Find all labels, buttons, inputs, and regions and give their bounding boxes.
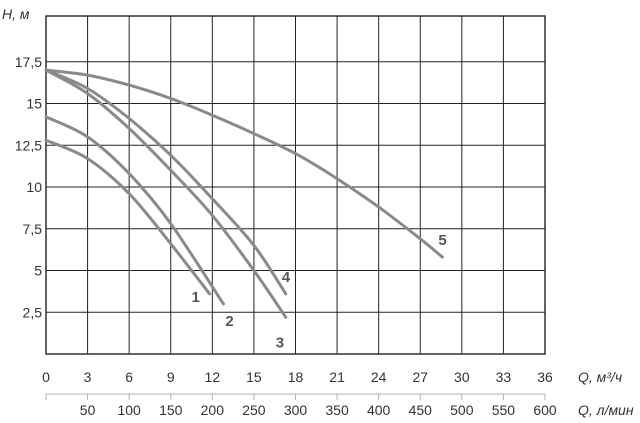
curve-4: [44, 68, 288, 296]
curve-label-4: 4: [282, 269, 291, 286]
y-tick-label: 7,5: [23, 221, 43, 237]
curve-label-5: 5: [438, 232, 446, 249]
y-axis-label: H, м: [2, 6, 30, 22]
x-tick-label: 15: [246, 369, 262, 385]
x2-tick-label: 500: [450, 402, 474, 418]
curve-label-2: 2: [225, 313, 233, 330]
x2-tick-label: 350: [325, 402, 349, 418]
y-tick-label: 2,5: [23, 304, 43, 320]
x2-axis-label: Q, л/мин: [578, 402, 634, 418]
y-tick-label: 12,5: [15, 137, 42, 153]
curve-label-3: 3: [276, 334, 284, 351]
x-tick-label: 0: [42, 369, 50, 385]
curve-2: [44, 115, 225, 306]
x2-tick-label: 50: [80, 402, 96, 418]
x2-tick-label: 250: [242, 402, 266, 418]
curves: [44, 68, 444, 319]
curve-5: [44, 68, 444, 259]
x-axis-label: Q, м³/ч: [578, 369, 622, 385]
curve-label-1: 1: [192, 289, 200, 306]
curve-1: [44, 138, 212, 296]
x2-tick-label: 400: [367, 402, 391, 418]
y-tick-label: 17,5: [15, 54, 42, 70]
x-tick-label: 36: [537, 369, 553, 385]
y-tick-label: 5: [34, 263, 42, 279]
x2-tick-label: 150: [159, 402, 183, 418]
x2-tick-label: 100: [117, 402, 141, 418]
x-tick-label: 3: [84, 369, 92, 385]
x-tick-label: 27: [412, 369, 428, 385]
x2-tick-label: 550: [492, 402, 516, 418]
grid: [45, 15, 546, 400]
x-tick-label: 9: [167, 369, 175, 385]
x-tick-label: 6: [125, 369, 133, 385]
x2-tick-label: 450: [409, 402, 433, 418]
x-tick-label: 21: [329, 369, 345, 385]
x2-tick-label: 600: [533, 402, 557, 418]
x-tick-label: 18: [288, 369, 304, 385]
x-tick-label: 12: [205, 369, 221, 385]
y-tick-label: 10: [26, 179, 42, 195]
labels: H, м Q, м³/ч Q, л/мин 0 3 6 9 12 15 18 21 24 27 30…: [2, 6, 634, 418]
x-tick-label: 30: [454, 369, 470, 385]
x-tick-label: 33: [496, 369, 512, 385]
curve-3: [44, 68, 288, 319]
x2-tick-label: 300: [284, 402, 308, 418]
y-tick-label: 15: [26, 96, 42, 112]
x2-tick-label: 200: [201, 402, 225, 418]
x-tick-label: 24: [371, 369, 387, 385]
